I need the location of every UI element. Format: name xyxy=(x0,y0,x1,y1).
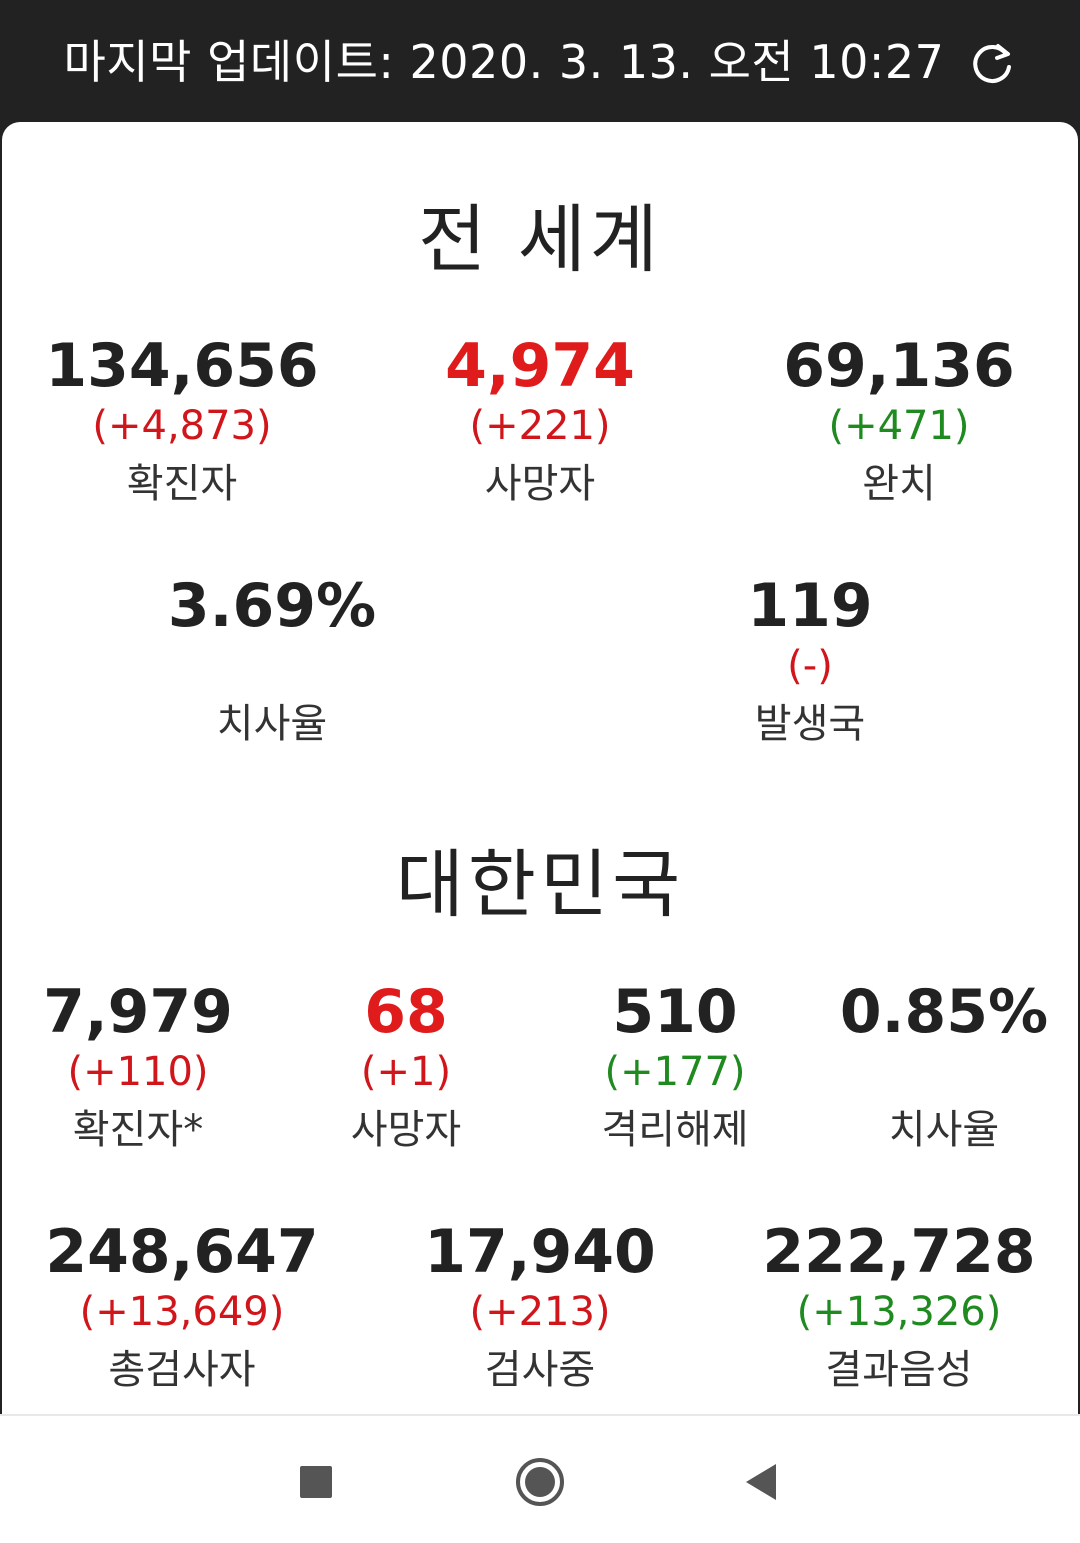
korea-released-label: 격리해제 xyxy=(601,1107,749,1153)
korea-confirmed-value: 7,979 xyxy=(43,977,233,1047)
korea-released: 510 (+177) 격리해제 xyxy=(601,982,748,1150)
korea-released-delta: (+177) xyxy=(604,1049,746,1095)
world-recovered-label: 완치 xyxy=(862,461,936,507)
korea-testing-delta: (+213) xyxy=(469,1289,611,1335)
korea-deaths-delta: (+1) xyxy=(360,1049,452,1095)
square-icon[interactable] xyxy=(288,1454,344,1510)
korea-fatality: 0.85% 치사율 xyxy=(840,982,1048,1150)
world-confirmed: 134,656 (+4,873) 확진자 xyxy=(45,336,318,504)
world-confirmed-label: 확진자 xyxy=(126,461,238,507)
korea-confirmed-label: 확진자* xyxy=(72,1107,204,1153)
world-confirmed-value: 134,656 xyxy=(45,331,319,401)
world-deaths-delta: (+221) xyxy=(469,403,611,449)
circle-icon[interactable] xyxy=(512,1454,568,1510)
world-confirmed-delta: (+4,873) xyxy=(92,403,272,449)
triangle-back-icon[interactable] xyxy=(736,1454,792,1510)
world-deaths-label: 사망자 xyxy=(484,461,596,507)
korea-fatality-label: 치사율 xyxy=(888,1107,1000,1153)
korea-deaths-value: 68 xyxy=(364,977,448,1047)
korea-confirmed: 7,979 (+110) 확진자* xyxy=(43,982,233,1150)
korea-testing-label: 검사중 xyxy=(484,1347,596,1393)
stats-card: 전 세계 134,656 (+4,873) 확진자 4,974 (+221) 사… xyxy=(2,122,1078,1414)
korea-negative-label: 결과음성 xyxy=(825,1347,973,1393)
world-fatality: 3.69% 치사율 xyxy=(168,576,376,744)
korea-deaths-label: 사망자 xyxy=(350,1107,462,1153)
korea-testing-value: 17,940 xyxy=(424,1217,656,1287)
korea-negative-value: 222,728 xyxy=(762,1217,1036,1287)
world-fatality-value: 3.69% xyxy=(167,571,377,641)
korea-negative-delta: (+13,326) xyxy=(796,1289,1002,1335)
world-recovered-value: 69,136 xyxy=(783,331,1015,401)
world-countries-delta: (-) xyxy=(787,643,833,689)
korea-testing: 17,940 (+213) 검사중 xyxy=(424,1222,656,1390)
world-countries: 119 (-) 발생국 xyxy=(747,576,872,744)
world-recovered-delta: (+471) xyxy=(828,403,970,449)
refresh-icon[interactable] xyxy=(968,40,1016,88)
world-deaths: 4,974 (+221) 사망자 xyxy=(445,336,635,504)
system-navigation-bar xyxy=(0,1414,1080,1543)
world-title: 전 세계 xyxy=(418,197,662,283)
world-fatality-label: 치사율 xyxy=(216,701,328,747)
korea-tested-value: 248,647 xyxy=(45,1217,319,1287)
korea-fatality-value: 0.85% xyxy=(839,977,1049,1047)
korea-tested-delta: (+13,649) xyxy=(79,1289,285,1335)
korea-confirmed-delta: (+110) xyxy=(67,1049,209,1095)
korea-tested-label: 총검사자 xyxy=(108,1347,256,1393)
korea-negative: 222,728 (+13,326) 결과음성 xyxy=(762,1222,1035,1390)
world-recovered: 69,136 (+471) 완치 xyxy=(783,336,1015,504)
korea-tested: 248,647 (+13,649) 총검사자 xyxy=(45,1222,318,1390)
world-countries-value: 119 xyxy=(747,571,873,641)
korea-released-value: 510 xyxy=(612,977,738,1047)
status-header: 마지막 업데이트: 2020. 3. 13. 오전 10:27 xyxy=(0,0,1080,124)
korea-title: 대한민국 xyxy=(395,842,685,928)
world-countries-label: 발생국 xyxy=(754,701,866,747)
world-deaths-value: 4,974 xyxy=(445,331,635,401)
korea-deaths: 68 (+1) 사망자 xyxy=(351,982,461,1150)
last-update-text: 마지막 업데이트: 2020. 3. 13. 오전 10:27 xyxy=(63,35,945,89)
